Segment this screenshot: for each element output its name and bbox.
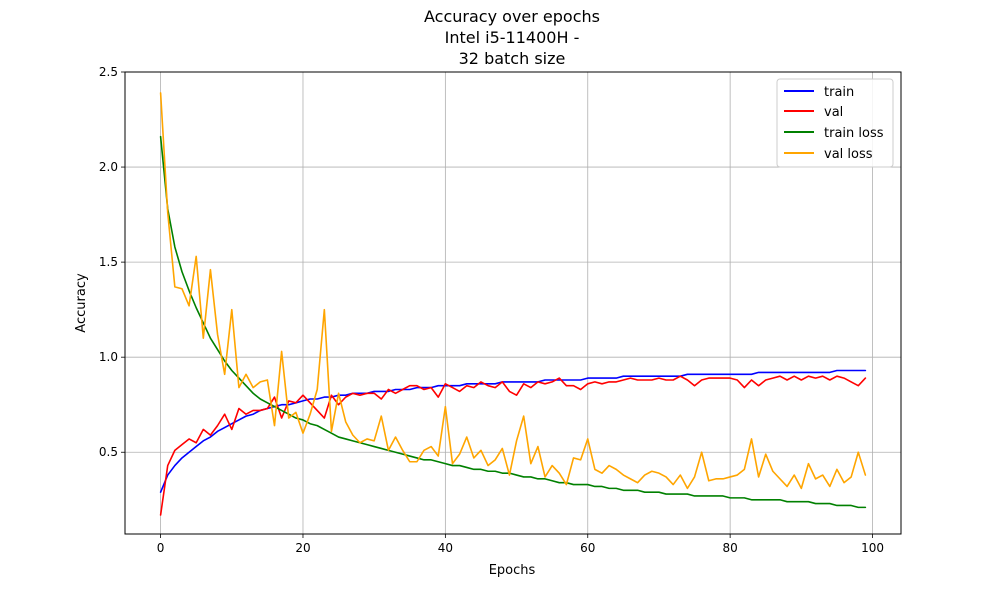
legend-box xyxy=(776,78,894,168)
y-tick-label: 1.0 xyxy=(99,350,118,364)
series-line-train-loss xyxy=(159,135,867,509)
series-line-val-loss xyxy=(159,92,867,490)
x-tick-label: 20 xyxy=(295,541,310,555)
x-tick-label: 60 xyxy=(580,541,595,555)
legend-label-train-loss: train loss xyxy=(824,126,884,141)
y-axis-label: Accuracy xyxy=(74,273,89,333)
series-layer xyxy=(159,92,867,516)
plot-frame xyxy=(124,71,902,535)
tick-layer: 0 20 40 60 80 100 0.5 1.0 1.5 2.0 2.5 xyxy=(99,65,884,555)
x-tick-label: 40 xyxy=(438,541,453,555)
series-line-val xyxy=(159,375,867,516)
y-tick-label: 0.5 xyxy=(99,445,118,459)
chart-title-line-1: Accuracy over epochs xyxy=(424,7,600,26)
chart-title-line-3: 32 batch size xyxy=(459,49,566,68)
y-tick-label: 1.5 xyxy=(99,255,118,269)
x-axis-label: Epochs xyxy=(489,563,536,578)
chart-title-line-2: Intel i5-11400H - xyxy=(445,28,580,47)
y-tick-label: 2.0 xyxy=(99,160,118,174)
x-tick-label: 80 xyxy=(722,541,737,555)
x-tick-label: 100 xyxy=(861,541,884,555)
legend: train val train loss val loss xyxy=(776,78,894,168)
y-tick-label: 2.5 xyxy=(99,65,118,79)
x-tick-label: 0 xyxy=(157,541,165,555)
legend-label-train: train xyxy=(824,85,854,100)
legend-label-val: val xyxy=(824,105,843,120)
legend-label-val-loss: val loss xyxy=(824,147,873,162)
